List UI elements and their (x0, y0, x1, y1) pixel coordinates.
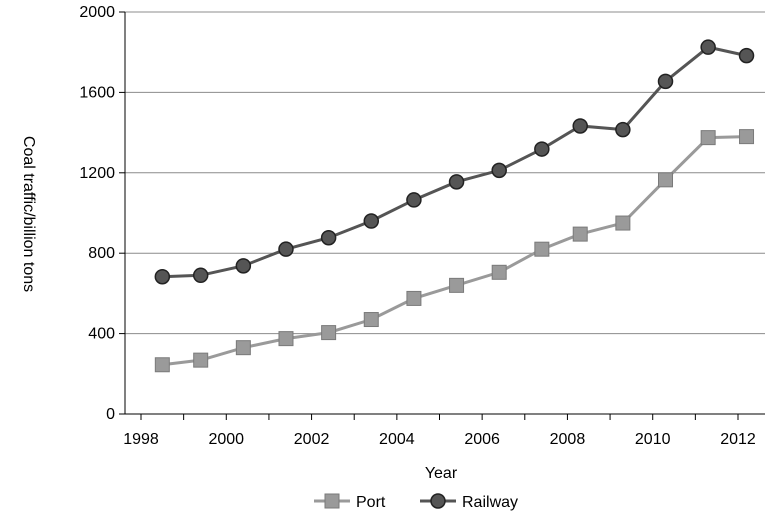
y-axis-title: Coal traffic/billion tons (20, 136, 37, 292)
data-point (491, 264, 507, 280)
legend-marker (324, 493, 340, 509)
data-point (572, 226, 588, 242)
legend-item-railway: Railway (420, 493, 518, 511)
data-point (534, 141, 550, 157)
data-point (739, 129, 755, 145)
y-tick-label: 800 (88, 245, 115, 262)
data-point (235, 340, 251, 356)
data-point (406, 290, 422, 306)
series-railway (154, 39, 755, 285)
x-tick-label: 2004 (379, 431, 415, 448)
data-point (154, 357, 170, 373)
data-point (572, 118, 588, 134)
series (154, 39, 755, 373)
data-point (491, 162, 507, 179)
legend-label: Port (356, 494, 386, 511)
y-tick-label: 400 (88, 326, 115, 343)
legend-item-port: Port (314, 493, 386, 511)
gridlines (125, 11, 765, 335)
legend-label: Railway (462, 494, 518, 511)
axes (124, 12, 765, 415)
data-point (658, 172, 674, 188)
y-tick-label: 1200 (79, 165, 115, 182)
data-point (363, 213, 380, 229)
x-tick-label: 2012 (720, 431, 756, 448)
x-axis-ticks: 1998 2000 2002 2004 2006 2008 2010 2012 (123, 414, 756, 448)
y-tick-label: 0 (106, 406, 115, 423)
y-tick-label: 1600 (79, 84, 115, 101)
data-point (320, 229, 337, 246)
x-tick-label: 2010 (635, 431, 671, 448)
data-point (449, 277, 465, 293)
data-point (193, 352, 209, 368)
data-point (278, 241, 294, 257)
data-point (738, 47, 755, 64)
x-tick-label: 2000 (208, 431, 244, 448)
data-point (406, 192, 422, 208)
x-tick-label: 2008 (550, 431, 586, 448)
data-point (615, 121, 631, 138)
x-axis-title: Year (425, 465, 458, 482)
data-point (321, 325, 337, 341)
data-point (278, 331, 294, 347)
data-point (700, 130, 716, 146)
x-tick-label: 1998 (123, 431, 159, 448)
y-axis-ticks: 0 400 800 1200 1600 2000 (79, 4, 125, 423)
data-point (192, 267, 209, 284)
data-point (235, 258, 252, 274)
legend-marker (430, 493, 446, 509)
data-point (448, 174, 465, 190)
data-point (363, 312, 379, 328)
data-point (534, 241, 550, 257)
series-port (154, 129, 755, 373)
series-line (162, 135, 747, 367)
x-tick-label: 2002 (294, 431, 330, 448)
y-tick-label: 2000 (79, 4, 115, 21)
data-point (700, 39, 716, 55)
data-point (657, 73, 674, 90)
x-tick-label: 2006 (464, 431, 500, 448)
data-point (154, 268, 171, 285)
data-point (615, 215, 631, 231)
legend: Port Railway (314, 493, 518, 511)
